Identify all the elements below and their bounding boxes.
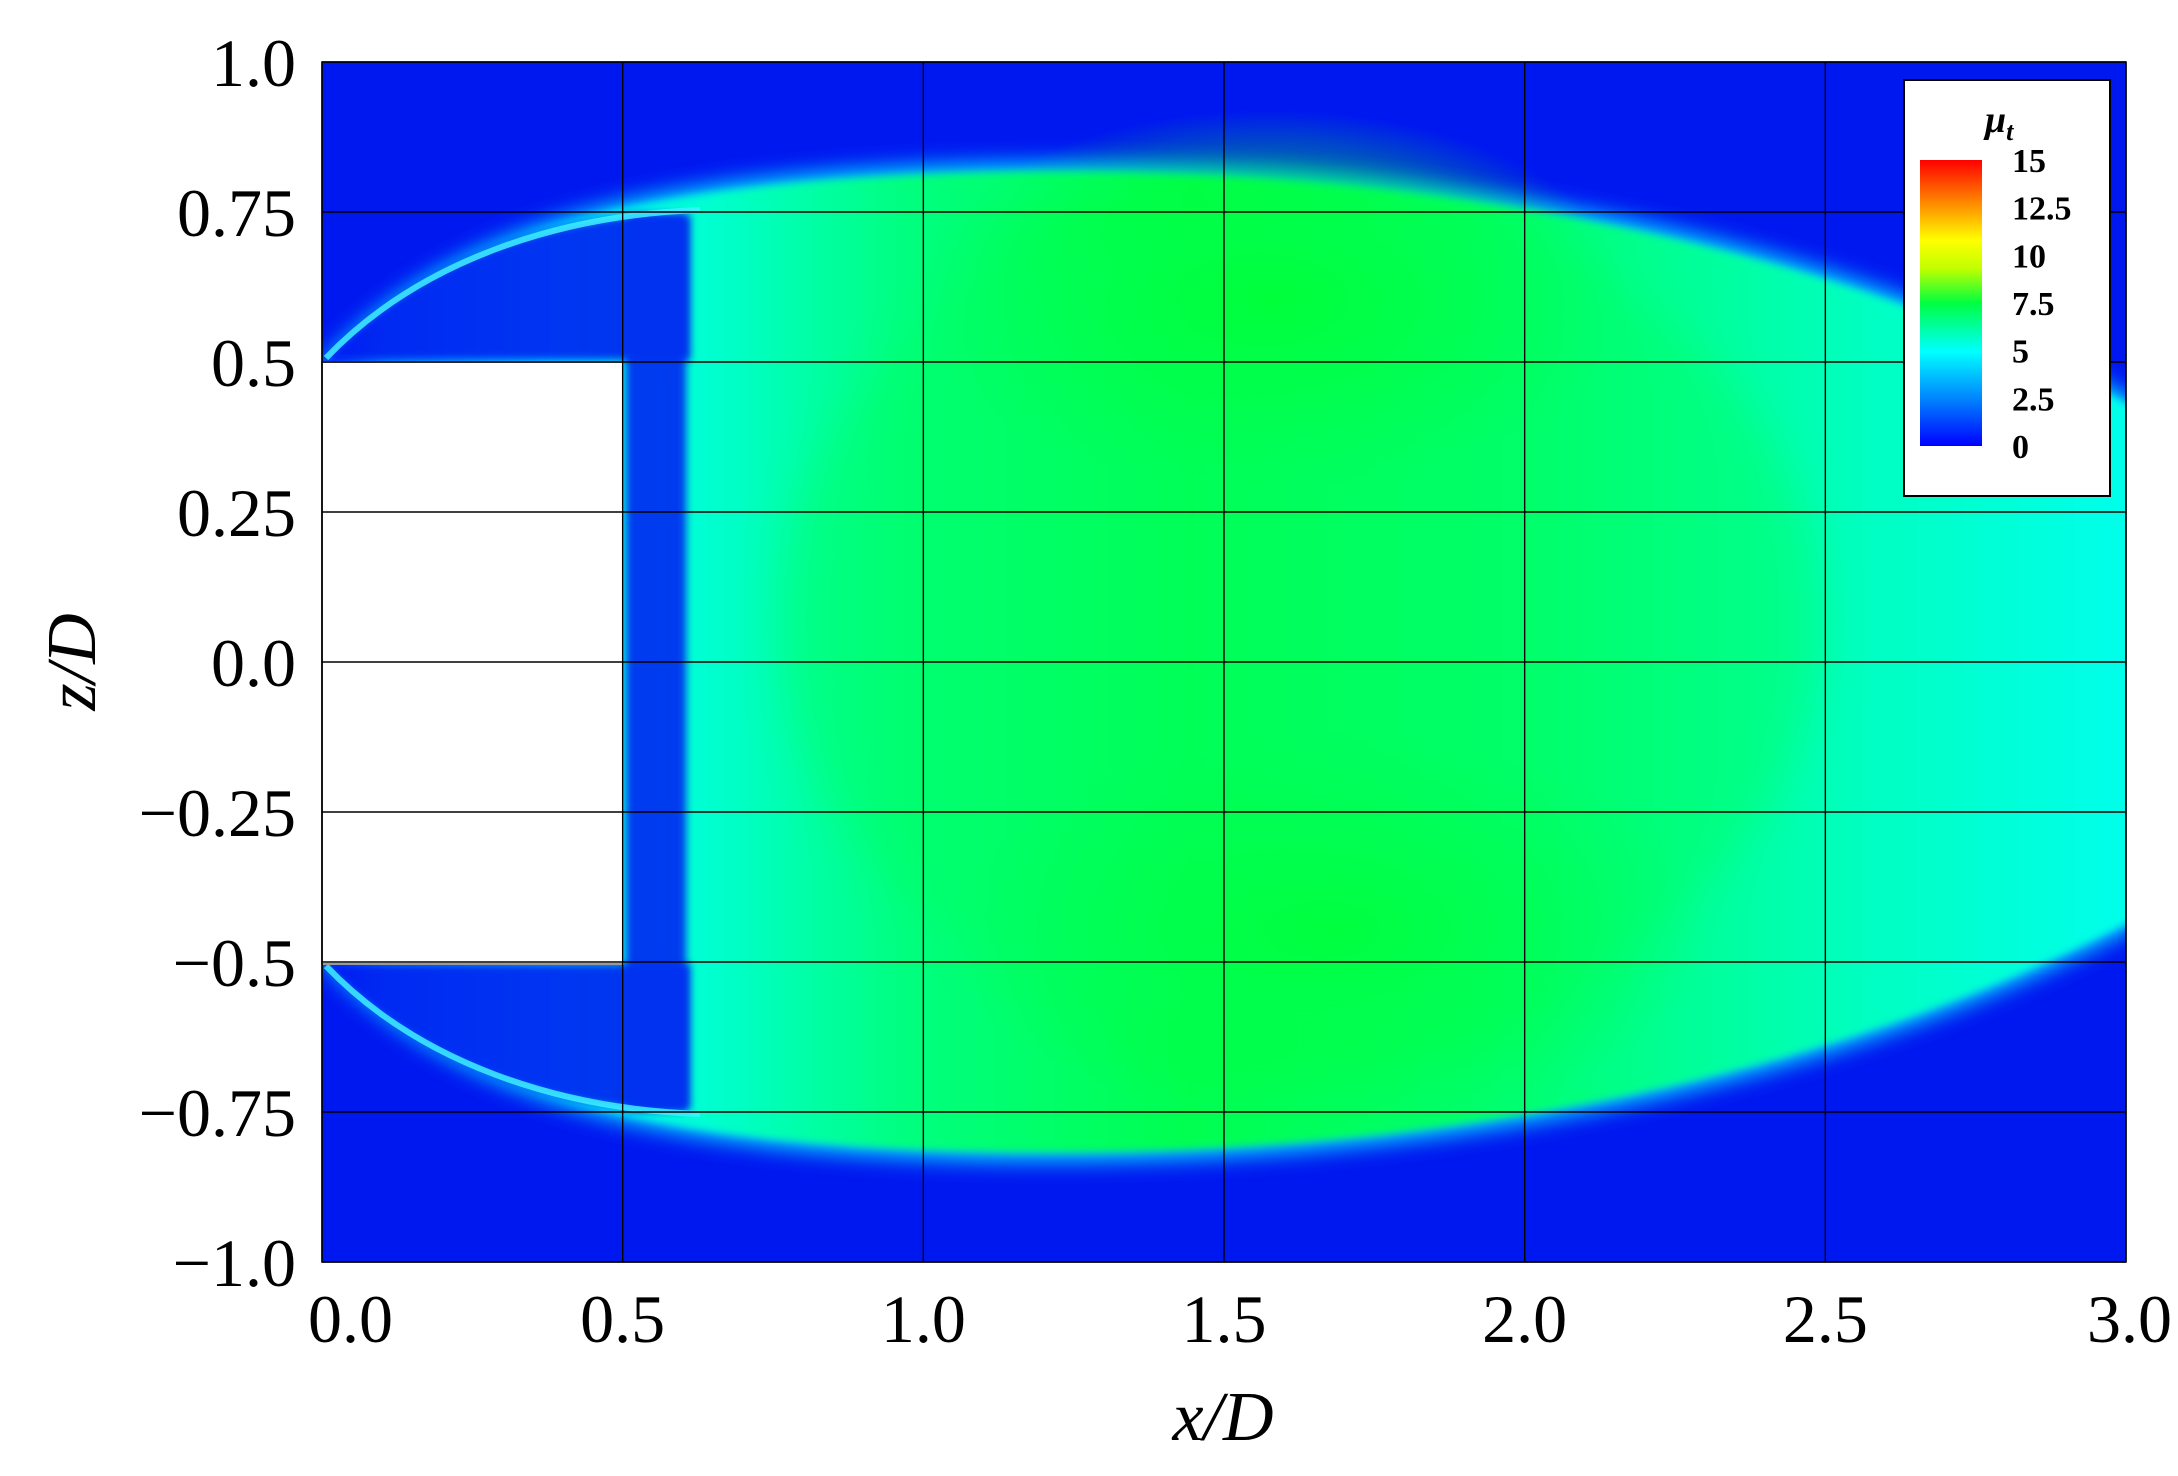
- x-axis-label: x/D: [1171, 1379, 1273, 1456]
- x-tick-label: 0.5: [580, 1281, 665, 1357]
- colorbar-tick-label: 0: [2012, 429, 2029, 466]
- lower-shear-line: [323, 963, 701, 1117]
- x-tick-label: 1.5: [1182, 1281, 1267, 1357]
- upper-shear-line: [323, 207, 701, 361]
- colorbar-tick-label: 10: [2012, 238, 2046, 275]
- colorbar-gradient: [1920, 160, 1982, 446]
- x-tick-label: 2.5: [1783, 1281, 1868, 1357]
- y-tick-label: −0.25: [139, 775, 296, 851]
- plot-frame: [321, 61, 2127, 1263]
- colorbar-title-main: μ: [1983, 99, 2006, 141]
- x-tick-label: 3.0: [2087, 1281, 2172, 1357]
- y-tick-label: 1.0: [211, 25, 296, 101]
- y-tick-label: 0.25: [177, 475, 296, 551]
- colorbar-tick-label: 7.5: [2012, 286, 2055, 323]
- y-tick-label: −1.0: [173, 1225, 296, 1301]
- x-tick-label: 1.0: [881, 1281, 966, 1357]
- colorbar-title-sub: t: [2006, 117, 2014, 146]
- colorbar-tick-label: 2.5: [2012, 381, 2055, 418]
- x-tick-label: 0.0: [308, 1281, 393, 1357]
- lower-dark-lobe: [330, 964, 690, 1110]
- y-tick-label: −0.75: [139, 1075, 296, 1151]
- colorbar-title: μt: [1983, 99, 2014, 146]
- center-core: [780, 200, 1820, 1040]
- y-tick-label: 0.0: [211, 625, 296, 701]
- colorbar-tick-label: 15: [2012, 143, 2046, 180]
- colorbar-tick-labels: 15 12.5 10 7.5 5 2.5 0: [2012, 143, 2072, 466]
- y-axis-label: z/D: [34, 613, 111, 711]
- colorbar: μt 15 12.5 10 7.5 5 2.5 0: [1903, 79, 2111, 497]
- y-tick-label: 0.75: [177, 175, 296, 251]
- y-tick-label: 0.5: [211, 325, 296, 401]
- colorbar-tick-label: 5: [2012, 334, 2029, 371]
- y-tick-labels: 1.0 0.75 0.5 0.25 0.0 −0.25 −0.5 −0.75 −1.0: [139, 25, 296, 1301]
- y-tick-label: −0.5: [173, 925, 296, 1001]
- colorbar-tick-label: 12.5: [2012, 191, 2072, 228]
- upper-dark-lobe: [330, 215, 690, 360]
- x-tick-label: 2.0: [1482, 1281, 1567, 1357]
- bluff-body: [321, 361, 624, 965]
- x-tick-labels: 0.0 0.5 1.0 1.5 2.0 2.5 3.0: [308, 1281, 2172, 1357]
